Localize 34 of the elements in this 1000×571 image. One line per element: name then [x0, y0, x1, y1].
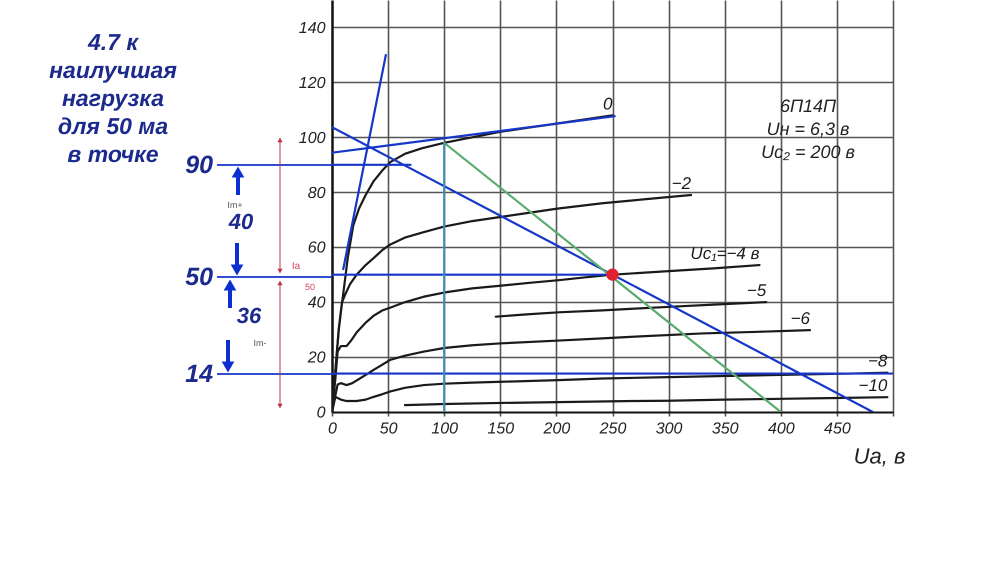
- series-label: −6: [790, 309, 811, 328]
- text: 50: [304, 282, 316, 292]
- text: 50: [185, 263, 214, 291]
- series-label: −2: [672, 174, 692, 194]
- x-tick-label: 50: [380, 420, 398, 438]
- y-tick-label: 100: [298, 130, 326, 147]
- x-tick-label: 250: [598, 420, 626, 438]
- y-tick-label: 0: [316, 404, 326, 422]
- y-tick-label: 80: [308, 184, 326, 202]
- x-tick-label: 300: [656, 420, 683, 438]
- series-label: −10: [858, 376, 888, 396]
- text: 14: [185, 360, 214, 388]
- x-tick-label: 150: [487, 420, 514, 438]
- text: 36: [236, 303, 262, 328]
- x-tick-label: 0: [328, 420, 338, 438]
- text: 40: [228, 209, 254, 234]
- y-tick-label: 60: [308, 240, 326, 257]
- y-tick-label: 40: [308, 294, 326, 312]
- series-label: 0: [603, 94, 614, 114]
- text: Ia: [292, 261, 301, 272]
- y-tick-label: 140: [298, 20, 326, 37]
- text: Im-: [254, 338, 266, 348]
- text: 90: [185, 151, 214, 179]
- text: 4.7 к наилучшая нагрузка для 50 ма в точке: [49, 29, 178, 167]
- x-tick-label: 350: [712, 420, 739, 438]
- x-tick-label: 100: [431, 420, 458, 438]
- series-label: −5: [746, 281, 767, 300]
- x-tick-label: 450: [824, 420, 851, 438]
- y-tick-label: 120: [298, 74, 326, 92]
- x-tick-label: 400: [768, 420, 795, 438]
- y-tick-label: 20: [306, 350, 326, 367]
- x-axis-title: Uа, в: [854, 444, 906, 468]
- text: Im+: [227, 200, 243, 210]
- x-tick-label: 200: [542, 420, 570, 438]
